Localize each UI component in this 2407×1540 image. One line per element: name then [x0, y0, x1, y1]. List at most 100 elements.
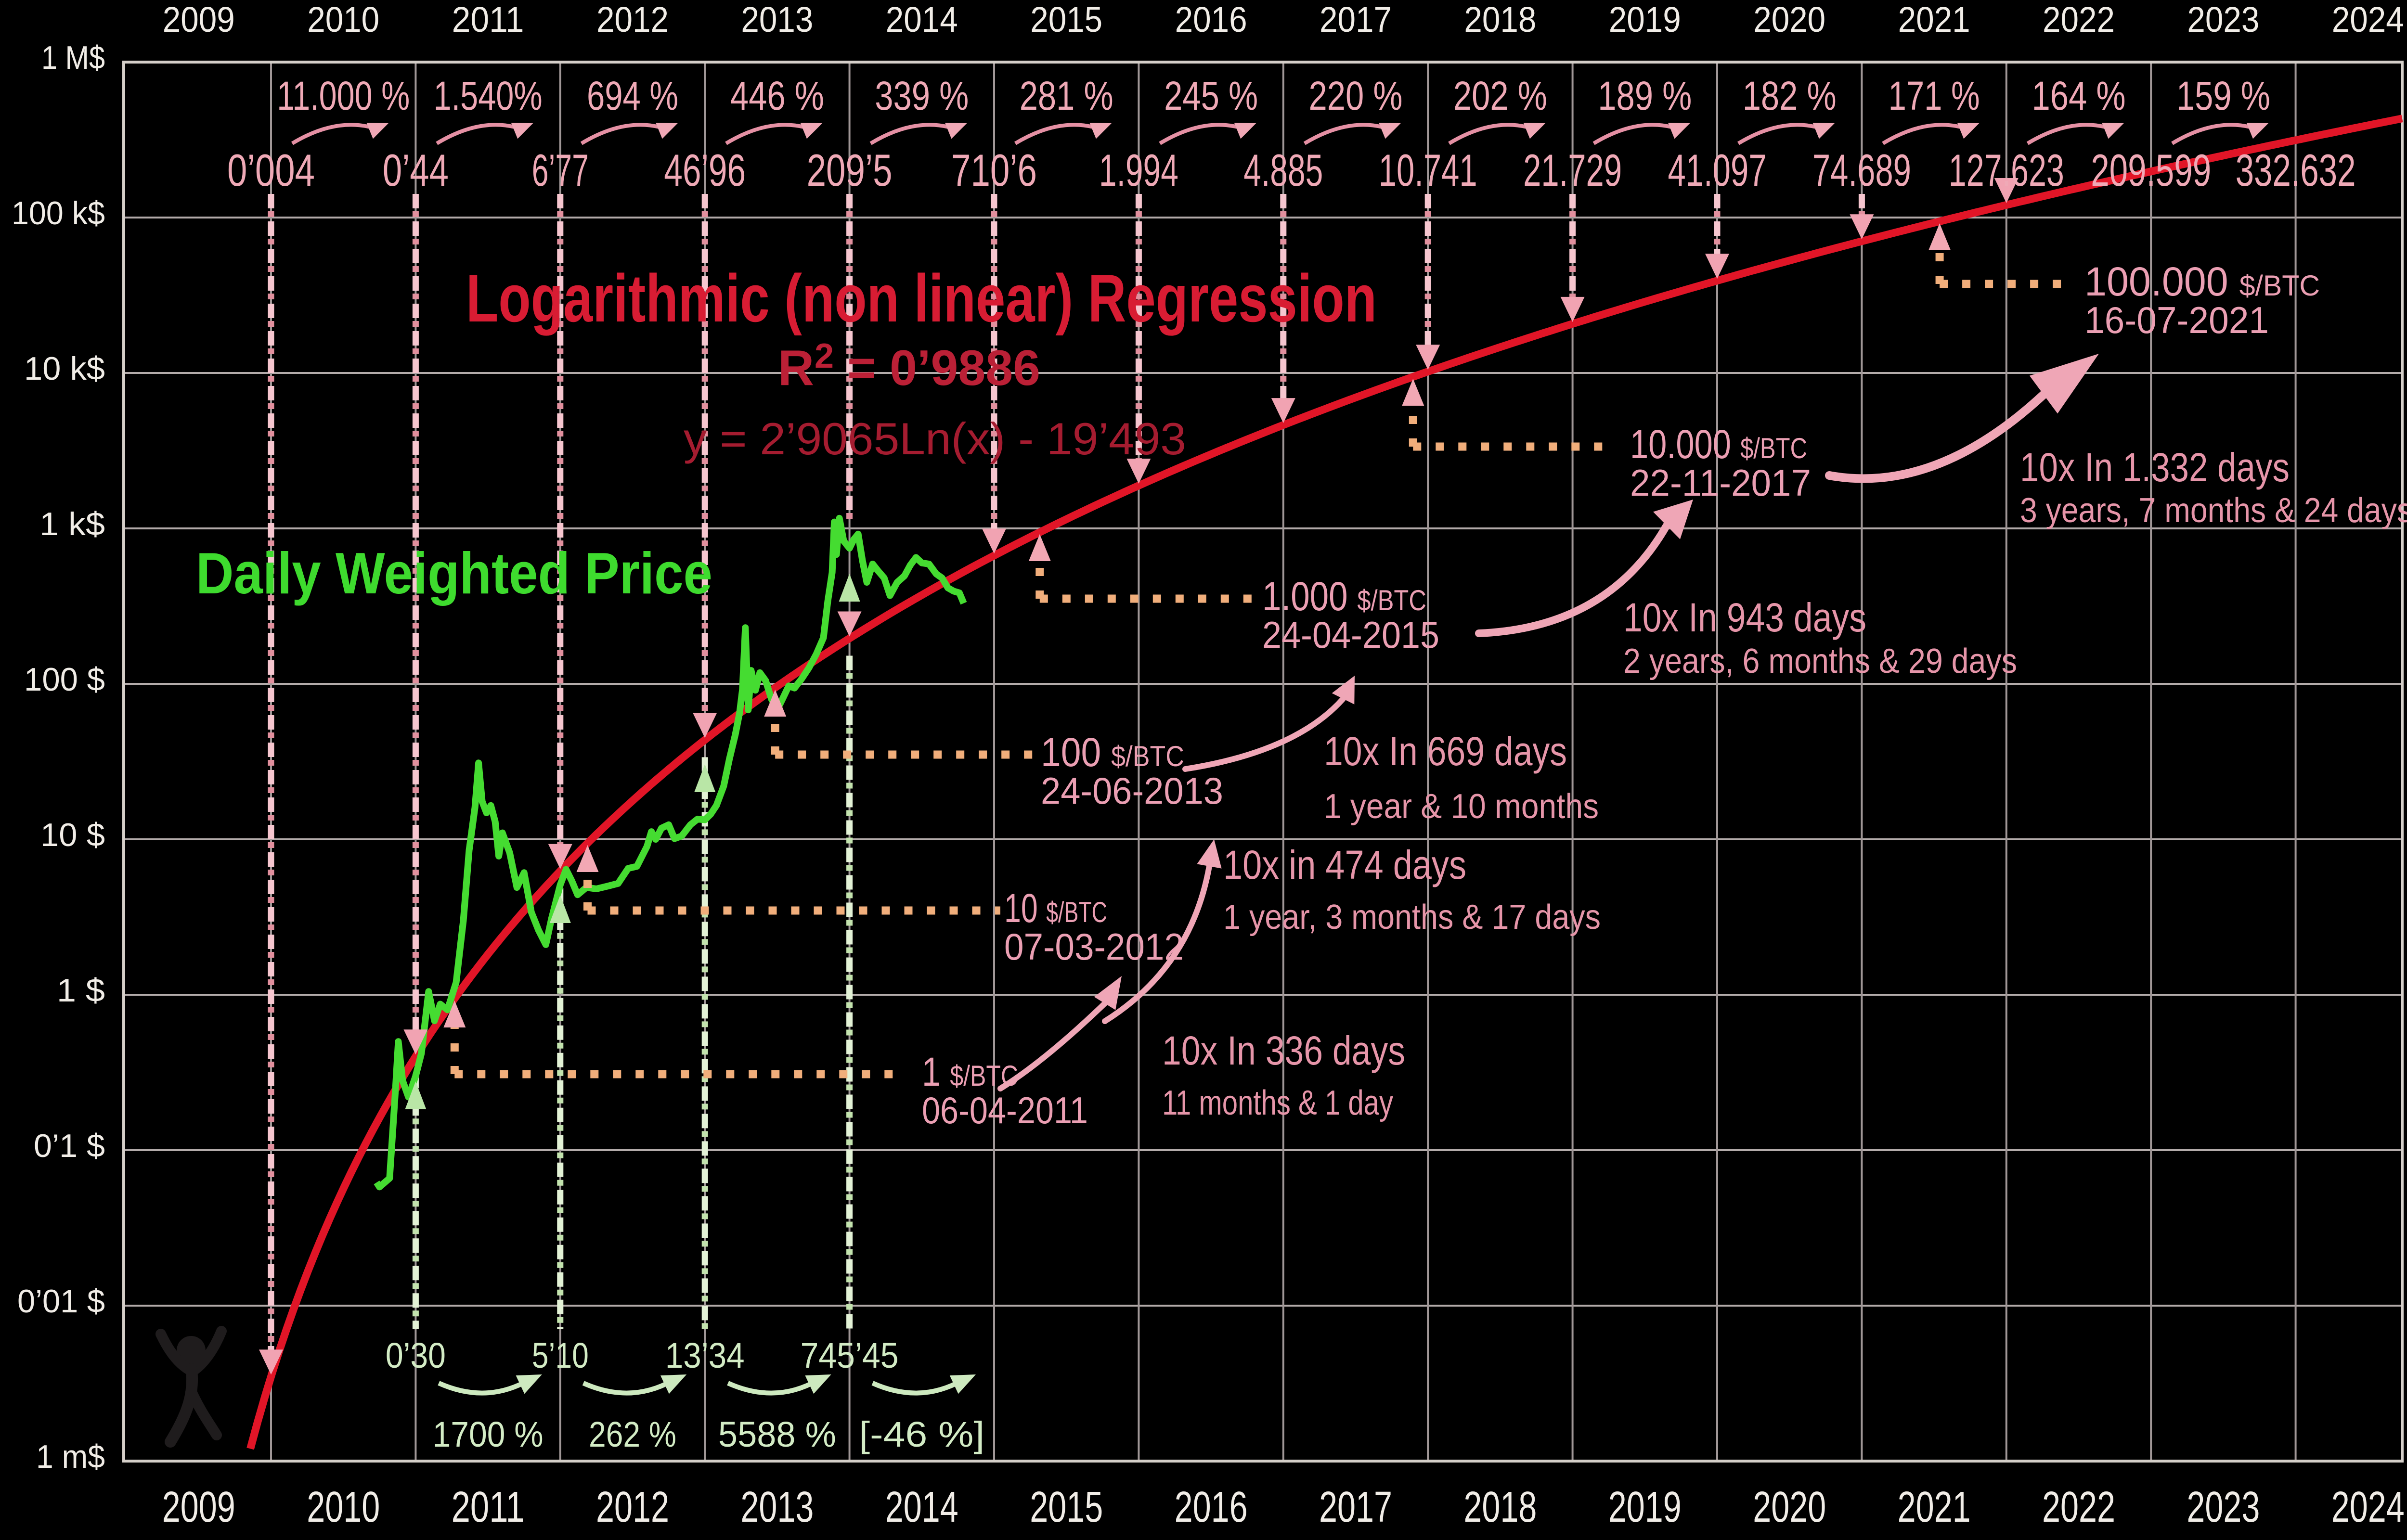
svg-text:164 %: 164 %	[2032, 73, 2126, 118]
svg-text:159 %: 159 %	[2176, 73, 2270, 118]
svg-text:2019: 2019	[1608, 1483, 1682, 1531]
svg-text:5’10: 5’10	[532, 1335, 589, 1375]
svg-text:339 %: 339 %	[875, 73, 969, 118]
svg-text:3 years, 7 months & 24 days: 3 years, 7 months & 24 days	[2020, 491, 2407, 530]
svg-text:11 months & 1 day: 11 months & 1 day	[1162, 1084, 1393, 1122]
svg-text:06-04-2011: 06-04-2011	[922, 1089, 1088, 1131]
svg-text:24-04-2015: 24-04-2015	[1262, 614, 1439, 656]
svg-text:1 m$: 1 m$	[36, 1438, 105, 1475]
svg-text:0’004: 0’004	[227, 145, 315, 195]
svg-text:5588 %: 5588 %	[718, 1414, 836, 1454]
svg-text:2022: 2022	[2043, 0, 2115, 39]
svg-text:1.540%: 1.540%	[434, 73, 543, 118]
svg-text:332.632: 332.632	[2236, 145, 2356, 195]
svg-text:2021: 2021	[1898, 0, 1970, 39]
svg-text:4.885: 4.885	[1243, 145, 1323, 195]
svg-text:0’01 $: 0’01 $	[17, 1283, 105, 1320]
svg-text:Logarithmic (non linear) Regre: Logarithmic (non linear) Regression	[466, 260, 1377, 336]
svg-text:209.599: 209.599	[2091, 145, 2211, 195]
svg-text:745’45: 745’45	[801, 1335, 899, 1375]
svg-text:189 %: 189 %	[1598, 73, 1692, 118]
svg-text:2016: 2016	[1175, 1483, 1248, 1531]
svg-text:y = 2’9065Ln(x) - 19’493: y = 2’9065Ln(x) - 19’493	[684, 413, 1186, 464]
svg-text:2013: 2013	[741, 0, 813, 39]
svg-text:0’1 $: 0’1 $	[34, 1128, 105, 1164]
svg-text:1 k$: 1 k$	[39, 506, 105, 542]
svg-text:2014: 2014	[885, 1483, 958, 1531]
svg-text:127.623: 127.623	[1949, 145, 2064, 195]
svg-text:10x In 943 days: 10x In 943 days	[1623, 595, 1866, 640]
svg-text:2020: 2020	[1753, 1483, 1826, 1531]
svg-text:2 years, 6 months & 29 days: 2 years, 6 months & 29 days	[1623, 642, 2017, 680]
svg-text:2018: 2018	[1463, 1483, 1537, 1531]
svg-text:2022: 2022	[2042, 1483, 2115, 1531]
svg-text:245 %: 245 %	[1164, 73, 1258, 118]
svg-text:10 $: 10 $	[40, 817, 105, 853]
svg-text:2012: 2012	[596, 0, 669, 39]
svg-text:11.000 %: 11.000 %	[277, 73, 410, 118]
svg-text:13’34: 13’34	[665, 1335, 745, 1375]
svg-text:281 %: 281 %	[1020, 73, 1113, 118]
svg-text:171 %: 171 %	[1889, 73, 1980, 118]
svg-text:2011: 2011	[452, 1483, 525, 1531]
svg-text:446 %: 446 %	[730, 73, 824, 118]
svg-text:2009: 2009	[162, 1483, 235, 1531]
svg-text:100 $: 100 $	[24, 661, 105, 698]
svg-text:22-11-2017: 22-11-2017	[1630, 462, 1811, 504]
svg-text:2009: 2009	[163, 0, 235, 39]
svg-text:1 year & 10 months: 1 year & 10 months	[1324, 787, 1599, 826]
svg-text:2016: 2016	[1175, 0, 1247, 39]
svg-text:10x In 669 days: 10x In 669 days	[1324, 729, 1567, 774]
svg-text:1.994: 1.994	[1099, 145, 1178, 195]
svg-text:2024: 2024	[2332, 0, 2404, 39]
svg-text:2023: 2023	[2187, 1483, 2260, 1531]
svg-text:2024: 2024	[2331, 1483, 2405, 1531]
svg-text:10x In 1.332 days: 10x In 1.332 days	[2020, 445, 2290, 490]
svg-text:2021: 2021	[1898, 1483, 1971, 1531]
svg-text:2015: 2015	[1030, 0, 1102, 39]
svg-text:2014: 2014	[886, 0, 958, 39]
svg-text:2019: 2019	[1609, 0, 1681, 39]
svg-text:2013: 2013	[740, 1483, 814, 1531]
svg-text:[-46 %]: [-46 %]	[859, 1414, 984, 1454]
svg-text:R: R	[778, 340, 814, 396]
svg-text:209’5: 209’5	[807, 145, 893, 195]
svg-text:0’44: 0’44	[383, 145, 449, 195]
svg-text:2015: 2015	[1030, 1483, 1103, 1531]
svg-text:10x In 336 days: 10x In 336 days	[1162, 1028, 1405, 1073]
svg-text:2: 2	[815, 337, 834, 375]
svg-text:2017: 2017	[1320, 0, 1392, 39]
svg-text:2020: 2020	[1753, 0, 1825, 39]
svg-text:100 k$: 100 k$	[12, 195, 105, 231]
svg-text:2010: 2010	[307, 1483, 380, 1531]
svg-text:0’30: 0’30	[386, 1335, 446, 1375]
svg-text:202 %: 202 %	[1453, 73, 1547, 118]
svg-text:24-06-2013: 24-06-2013	[1041, 770, 1223, 812]
svg-text:2012: 2012	[596, 1483, 669, 1531]
svg-text:10 k$: 10 k$	[24, 350, 105, 387]
svg-text:710’6: 710’6	[951, 145, 1037, 195]
svg-text:21.729: 21.729	[1523, 145, 1622, 195]
svg-text:1 year, 3 months & 17 days: 1 year, 3 months & 17 days	[1223, 898, 1601, 937]
svg-text:220 %: 220 %	[1309, 73, 1403, 118]
svg-text:1 $: 1 $	[57, 972, 105, 1009]
svg-text:2017: 2017	[1319, 1483, 1392, 1531]
svg-text:10.741: 10.741	[1379, 145, 1477, 195]
svg-text:41.097: 41.097	[1668, 145, 1767, 195]
svg-text:182 %: 182 %	[1743, 73, 1837, 118]
svg-text:10x in 474 days: 10x in 474 days	[1223, 842, 1466, 887]
svg-text:262 %: 262 %	[589, 1414, 676, 1454]
svg-text:2023: 2023	[2187, 0, 2259, 39]
svg-text:1700 %: 1700 %	[433, 1414, 544, 1454]
svg-text:Daily Weighted Price: Daily Weighted Price	[196, 540, 712, 606]
svg-text:1 M$: 1 M$	[41, 39, 105, 76]
svg-text:694 %: 694 %	[587, 73, 678, 118]
svg-text:2011: 2011	[452, 0, 524, 39]
svg-text:46’96: 46’96	[664, 145, 746, 195]
svg-text:6’77: 6’77	[532, 145, 589, 195]
svg-text:74.689: 74.689	[1812, 145, 1911, 195]
svg-text:07-03-2012: 07-03-2012	[1004, 925, 1184, 968]
svg-text:16-07-2021: 16-07-2021	[2084, 299, 2269, 341]
svg-text:2018: 2018	[1464, 0, 1536, 39]
svg-text:= 0’9886: = 0’9886	[847, 340, 1040, 396]
